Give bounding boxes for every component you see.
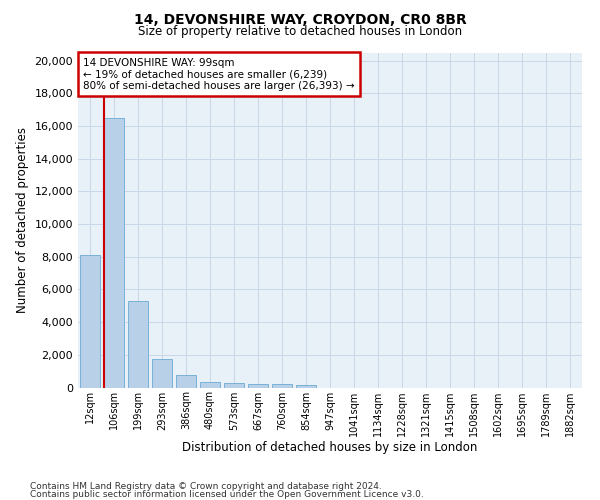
X-axis label: Distribution of detached houses by size in London: Distribution of detached houses by size …	[182, 442, 478, 454]
Bar	[224, 383, 244, 388]
Bar	[104, 118, 124, 388]
Bar	[176, 375, 196, 388]
Bar	[128, 301, 148, 388]
Bar	[200, 382, 220, 388]
Text: Size of property relative to detached houses in London: Size of property relative to detached ho…	[138, 25, 462, 38]
Bar	[248, 384, 268, 388]
Bar	[80, 255, 100, 388]
Y-axis label: Number of detached properties: Number of detached properties	[16, 127, 29, 313]
Text: 14 DEVONSHIRE WAY: 99sqm
← 19% of detached houses are smaller (6,239)
80% of sem: 14 DEVONSHIRE WAY: 99sqm ← 19% of detach…	[83, 58, 355, 90]
Text: Contains public sector information licensed under the Open Government Licence v3: Contains public sector information licen…	[30, 490, 424, 499]
Bar	[272, 384, 292, 388]
Text: 14, DEVONSHIRE WAY, CROYDON, CR0 8BR: 14, DEVONSHIRE WAY, CROYDON, CR0 8BR	[134, 12, 466, 26]
Text: Contains HM Land Registry data © Crown copyright and database right 2024.: Contains HM Land Registry data © Crown c…	[30, 482, 382, 491]
Bar	[152, 359, 172, 388]
Bar	[296, 385, 316, 388]
